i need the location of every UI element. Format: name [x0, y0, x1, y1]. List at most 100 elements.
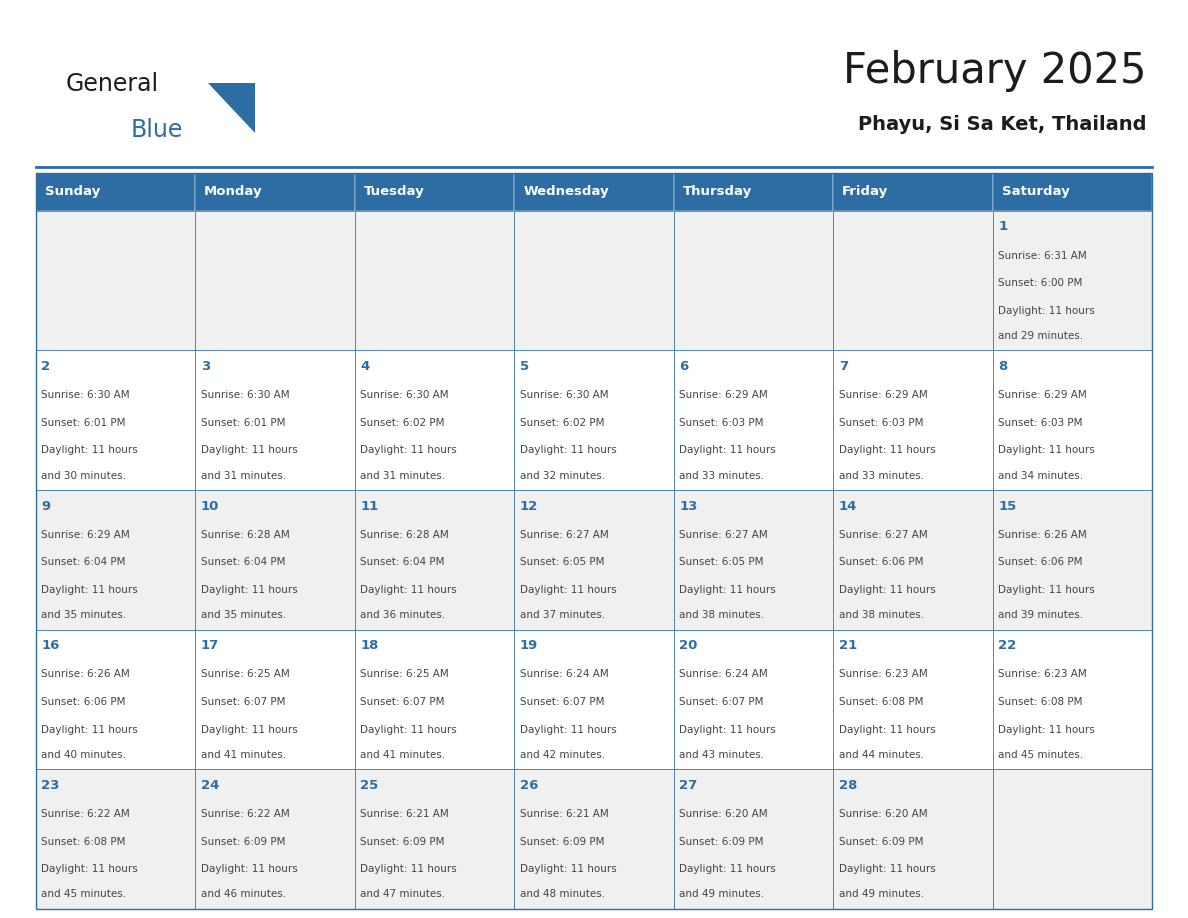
Text: Sunrise: 6:27 AM: Sunrise: 6:27 AM [520, 530, 608, 540]
Text: Thursday: Thursday [683, 185, 752, 198]
Text: Daylight: 11 hours: Daylight: 11 hours [839, 724, 936, 734]
Bar [833, 211, 993, 351]
Bar [36, 769, 195, 909]
Polygon shape [208, 83, 255, 133]
Text: Sunset: 6:09 PM: Sunset: 6:09 PM [680, 836, 764, 846]
Text: 2: 2 [42, 360, 50, 373]
Text: Sunset: 6:08 PM: Sunset: 6:08 PM [42, 836, 126, 846]
Text: Daylight: 11 hours: Daylight: 11 hours [201, 445, 297, 455]
Bar [833, 490, 993, 630]
Text: 15: 15 [998, 499, 1017, 512]
Text: Sunrise: 6:27 AM: Sunrise: 6:27 AM [680, 530, 769, 540]
Bar [195, 211, 355, 351]
Text: Sunset: 6:02 PM: Sunset: 6:02 PM [360, 418, 444, 428]
Bar [195, 351, 355, 490]
Text: 13: 13 [680, 499, 697, 512]
Text: Sunrise: 6:29 AM: Sunrise: 6:29 AM [998, 390, 1087, 400]
Text: Daylight: 11 hours: Daylight: 11 hours [520, 445, 617, 455]
Text: 20: 20 [680, 639, 697, 652]
Text: Friday: Friday [842, 185, 889, 198]
Text: 4: 4 [360, 360, 369, 373]
Text: 19: 19 [520, 639, 538, 652]
Text: Sunset: 6:08 PM: Sunset: 6:08 PM [839, 697, 923, 707]
Text: Sunset: 6:09 PM: Sunset: 6:09 PM [839, 836, 923, 846]
Text: 9: 9 [42, 499, 50, 512]
Text: Sunrise: 6:28 AM: Sunrise: 6:28 AM [201, 530, 290, 540]
Bar [514, 211, 674, 351]
Text: Sunrise: 6:21 AM: Sunrise: 6:21 AM [520, 809, 608, 819]
Text: Sunrise: 6:24 AM: Sunrise: 6:24 AM [520, 669, 608, 679]
Text: 25: 25 [360, 778, 379, 792]
Text: 16: 16 [42, 639, 59, 652]
Text: and 41 minutes.: and 41 minutes. [360, 750, 446, 760]
Bar [195, 173, 355, 211]
Text: 23: 23 [42, 778, 59, 792]
Text: Blue: Blue [131, 118, 183, 142]
Text: and 46 minutes.: and 46 minutes. [201, 890, 286, 900]
Text: 1: 1 [998, 220, 1007, 233]
Bar [674, 211, 833, 351]
Text: Sunset: 6:05 PM: Sunset: 6:05 PM [520, 557, 605, 567]
Bar [355, 490, 514, 630]
Text: Sunset: 6:01 PM: Sunset: 6:01 PM [42, 418, 126, 428]
Bar [355, 211, 514, 351]
Text: and 35 minutes.: and 35 minutes. [42, 610, 126, 621]
Text: 18: 18 [360, 639, 379, 652]
Text: Daylight: 11 hours: Daylight: 11 hours [360, 445, 457, 455]
Text: Sunrise: 6:30 AM: Sunrise: 6:30 AM [360, 390, 449, 400]
Bar [833, 351, 993, 490]
Bar [36, 173, 195, 211]
Text: Sunset: 6:05 PM: Sunset: 6:05 PM [680, 557, 764, 567]
Text: and 48 minutes.: and 48 minutes. [520, 890, 605, 900]
Text: and 41 minutes.: and 41 minutes. [201, 750, 286, 760]
Bar [36, 630, 195, 769]
Text: Sunrise: 6:29 AM: Sunrise: 6:29 AM [42, 530, 129, 540]
Bar [195, 769, 355, 909]
Text: and 33 minutes.: and 33 minutes. [839, 471, 924, 481]
Text: Daylight: 11 hours: Daylight: 11 hours [360, 724, 457, 734]
Text: and 37 minutes.: and 37 minutes. [520, 610, 605, 621]
Bar [674, 490, 833, 630]
Text: and 36 minutes.: and 36 minutes. [360, 610, 446, 621]
Text: Sunset: 6:06 PM: Sunset: 6:06 PM [998, 557, 1083, 567]
Text: Daylight: 11 hours: Daylight: 11 hours [201, 724, 297, 734]
Text: Monday: Monday [204, 185, 263, 198]
Text: Sunrise: 6:30 AM: Sunrise: 6:30 AM [42, 390, 129, 400]
Text: Daylight: 11 hours: Daylight: 11 hours [42, 585, 138, 595]
Text: Sunrise: 6:20 AM: Sunrise: 6:20 AM [680, 809, 767, 819]
Text: 5: 5 [520, 360, 529, 373]
Text: Sunset: 6:04 PM: Sunset: 6:04 PM [42, 557, 126, 567]
Text: Daylight: 11 hours: Daylight: 11 hours [998, 724, 1095, 734]
Text: Sunset: 6:00 PM: Sunset: 6:00 PM [998, 278, 1082, 288]
Text: Daylight: 11 hours: Daylight: 11 hours [520, 864, 617, 874]
Bar [514, 769, 674, 909]
Text: Daylight: 11 hours: Daylight: 11 hours [839, 585, 936, 595]
Bar [993, 630, 1152, 769]
Text: Daylight: 11 hours: Daylight: 11 hours [201, 585, 297, 595]
Text: 27: 27 [680, 778, 697, 792]
Text: and 34 minutes.: and 34 minutes. [998, 471, 1083, 481]
Text: and 45 minutes.: and 45 minutes. [42, 890, 126, 900]
Bar [36, 490, 195, 630]
Text: February 2025: February 2025 [843, 50, 1146, 93]
Text: Sunrise: 6:31 AM: Sunrise: 6:31 AM [998, 251, 1087, 261]
Text: Daylight: 11 hours: Daylight: 11 hours [680, 724, 776, 734]
Text: Sunset: 6:02 PM: Sunset: 6:02 PM [520, 418, 605, 428]
Text: 26: 26 [520, 778, 538, 792]
Text: Sunset: 6:01 PM: Sunset: 6:01 PM [201, 418, 285, 428]
Bar [36, 351, 195, 490]
Bar [355, 173, 514, 211]
Text: Sunset: 6:03 PM: Sunset: 6:03 PM [839, 418, 923, 428]
Text: Sunset: 6:09 PM: Sunset: 6:09 PM [520, 836, 605, 846]
Text: Wednesday: Wednesday [523, 185, 608, 198]
Text: 28: 28 [839, 778, 858, 792]
Text: Sunrise: 6:22 AM: Sunrise: 6:22 AM [201, 809, 290, 819]
Bar [355, 769, 514, 909]
Text: Daylight: 11 hours: Daylight: 11 hours [998, 445, 1095, 455]
Text: Tuesday: Tuesday [364, 185, 424, 198]
Bar [514, 351, 674, 490]
Text: Sunrise: 6:24 AM: Sunrise: 6:24 AM [680, 669, 769, 679]
Text: Daylight: 11 hours: Daylight: 11 hours [360, 864, 457, 874]
Bar [195, 630, 355, 769]
Text: and 49 minutes.: and 49 minutes. [839, 890, 924, 900]
